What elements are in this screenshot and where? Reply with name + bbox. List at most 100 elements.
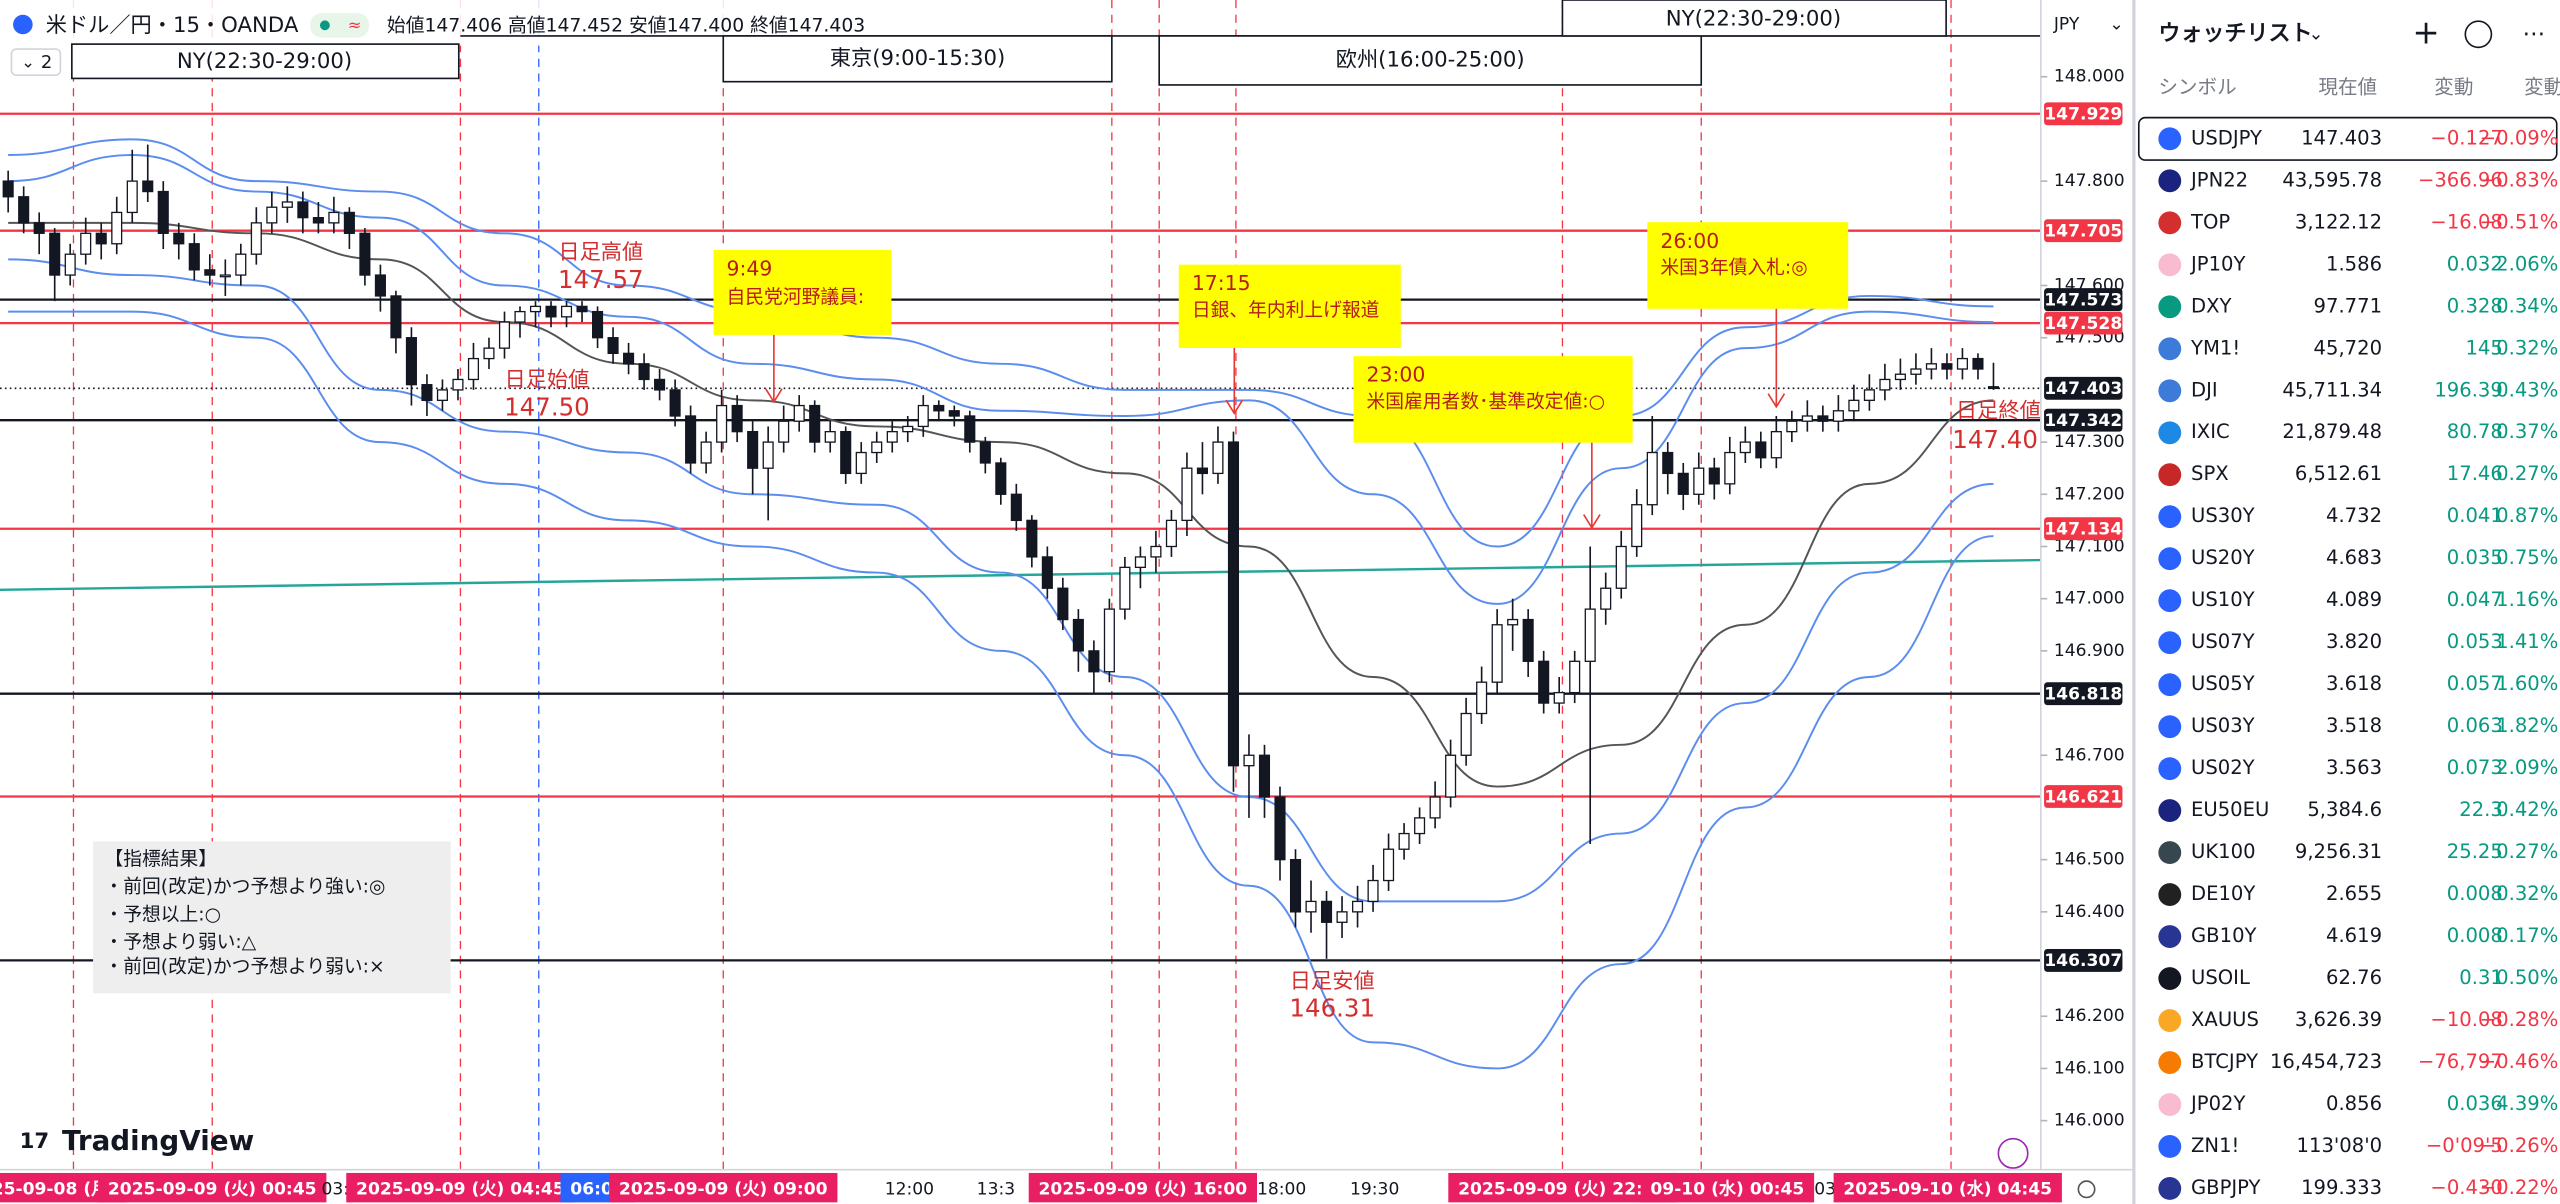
column-header[interactable]: シンボル — [2158, 76, 2236, 99]
symbol-icon — [2158, 589, 2182, 613]
last-price: 9,256.31 — [2295, 840, 2382, 863]
symbol[interactable]: JP02Y — [2189, 1092, 2245, 1115]
symbol[interactable]: US02Y — [2191, 756, 2255, 779]
symbol-icon — [2158, 463, 2182, 487]
change-pct: 0.43% — [2496, 378, 2558, 401]
symbol[interactable]: IXIC — [2191, 420, 2230, 443]
column-header[interactable]: 変動% — [2524, 76, 2560, 99]
price-label: 147.705 — [2044, 222, 2122, 242]
symbol[interactable]: US05Y — [2191, 672, 2255, 695]
symbol[interactable]: XAUUS — [2191, 1008, 2259, 1031]
symbol[interactable]: EU50EU — [2191, 798, 2269, 821]
change: 0.053 — [2447, 630, 2503, 653]
candle-body — [1414, 817, 1426, 835]
watchlist-title[interactable]: ウォッチリスト — [2158, 21, 2312, 46]
status-dot — [320, 20, 330, 31]
annotation: 26:00 米国3年債入札:◎ — [1647, 222, 1849, 409]
symbol[interactable]: GBPJPY — [2191, 1176, 2261, 1199]
candle-body — [421, 384, 433, 401]
symbol-icon — [2158, 925, 2182, 949]
symbol[interactable]: JPN22 — [2189, 168, 2248, 191]
symbol[interactable]: US20Y — [2191, 546, 2255, 569]
symbol[interactable]: YM1! — [2190, 336, 2240, 359]
candle-body — [1863, 389, 1875, 401]
symbol-icon — [2158, 757, 2182, 781]
symbol[interactable]: US07Y — [2191, 630, 2255, 653]
last-price: 4.683 — [2326, 546, 2382, 569]
candle-body — [964, 415, 976, 443]
column-header[interactable]: 現在値 — [2318, 76, 2377, 99]
status-pill[interactable] — [310, 13, 369, 38]
candle-body — [235, 253, 247, 276]
currency[interactable]: JPY — [2053, 15, 2080, 35]
symbol-title[interactable]: 米ドル／円・15・OANDA — [46, 13, 299, 38]
symbol[interactable]: DXY — [2191, 294, 2231, 317]
symbol[interactable]: ZN1! — [2191, 1134, 2239, 1157]
change-pct: 0.42% — [2496, 798, 2558, 821]
candle-body — [1553, 691, 1565, 704]
candle-body — [80, 232, 92, 255]
symbol[interactable]: JP10Y — [2189, 252, 2245, 275]
y-tick-label: 147.000 — [2054, 589, 2125, 609]
last-price: 5,384.6 — [2307, 798, 2382, 821]
symbol[interactable]: BTCJPY — [2191, 1050, 2258, 1073]
last-price: 4.732 — [2326, 504, 2382, 527]
daily-label: 日足終値 — [1956, 399, 2041, 424]
symbol[interactable]: DJI — [2191, 378, 2218, 401]
candle-body — [390, 295, 402, 339]
symbol[interactable]: US30Y — [2191, 504, 2255, 527]
candle-body — [685, 415, 697, 464]
symbol-icon — [2158, 715, 2182, 739]
symbol[interactable]: DE10Y — [2191, 882, 2255, 905]
candle-body — [1569, 660, 1581, 694]
annotation-box — [713, 249, 892, 335]
brand-name[interactable]: TradingView — [62, 1124, 254, 1157]
price-label-bg — [2044, 408, 2123, 432]
change-pct: 0.27% — [2496, 462, 2558, 485]
change-pct: 0.32% — [2496, 336, 2558, 359]
candle-body — [188, 243, 200, 271]
y-tick-label: 146.200 — [2054, 1006, 2125, 1026]
change: 0.063 — [2447, 714, 2503, 737]
candle-body — [855, 451, 867, 475]
candle-body — [436, 389, 448, 401]
symbol[interactable]: GB10Y — [2191, 924, 2256, 947]
candle-body — [359, 232, 371, 276]
time-label: 13:3 — [977, 1179, 1015, 1199]
y-tick-label: 147.200 — [2054, 484, 2125, 504]
candle-body — [1367, 879, 1379, 903]
symbol[interactable]: TOP — [2190, 210, 2230, 233]
annotation-box — [1178, 264, 1401, 348]
symbol[interactable]: US10Y — [2191, 588, 2255, 611]
symbol[interactable]: US03Y — [2191, 714, 2255, 737]
symbol-icon — [2158, 421, 2182, 445]
collapse-button[interactable] — [10, 48, 62, 76]
last-price: 6,512.61 — [2295, 462, 2382, 485]
settings-icon[interactable] — [2077, 1180, 2096, 1199]
symbol[interactable]: UK100 — [2191, 840, 2256, 863]
add-button[interactable]: + — [2412, 13, 2439, 51]
alert-button[interactable] — [2464, 20, 2493, 49]
candle-body — [1041, 556, 1053, 589]
time-label-bg — [1028, 1172, 1258, 1203]
symbol-icon — [2158, 967, 2182, 990]
price-label: 146.621 — [2044, 787, 2122, 807]
price-label-bg — [2044, 948, 2123, 972]
candle-body — [1925, 363, 1937, 370]
more-button[interactable]: ⋯ — [2522, 21, 2545, 47]
symbol[interactable]: SPX — [2191, 462, 2229, 485]
candle-body — [638, 363, 650, 381]
candle-body — [1786, 420, 1798, 433]
column-header[interactable]: 変動 — [2434, 76, 2473, 99]
legend-item: ・前回(改定)かつ予想より弱い:× — [104, 956, 384, 978]
replay-icon[interactable] — [1997, 1137, 2029, 1169]
symbol-icon — [2158, 295, 2182, 319]
price-label-bg — [2044, 785, 2123, 808]
annotation: 17:15 日銀、年内利上げ報道 — [1178, 264, 1401, 415]
symbol[interactable]: USOIL — [2191, 966, 2250, 989]
symbol[interactable]: USDJPY — [2191, 126, 2262, 149]
symbol-icon — [2158, 253, 2182, 277]
change: 196.39 — [2434, 378, 2502, 401]
symbol-icon — [2158, 799, 2182, 823]
session-label: 東京(9:00-15:30) — [830, 46, 1005, 71]
